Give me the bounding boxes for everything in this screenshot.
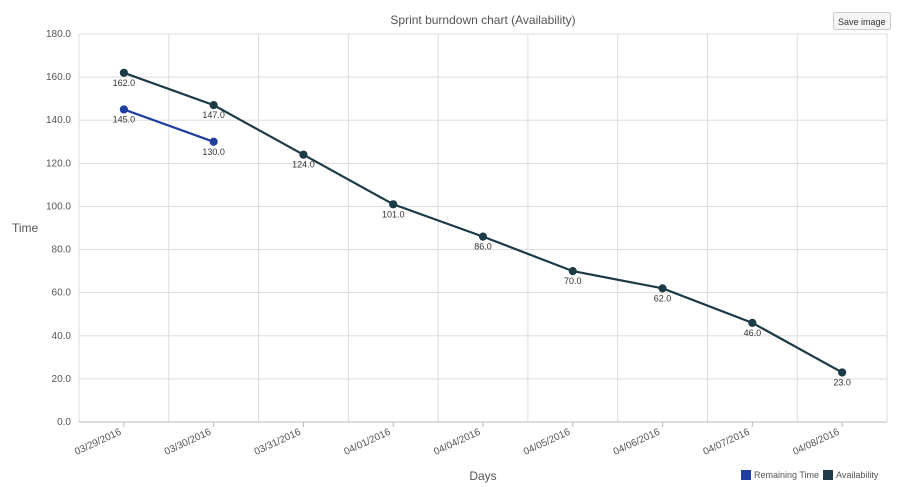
data-label-availability: 86.0 bbox=[474, 242, 492, 252]
y-tick-label: 180.0 bbox=[46, 29, 71, 40]
chart-grid bbox=[78, 33, 888, 423]
data-label-availability: 124.0 bbox=[292, 160, 315, 170]
chart-legend: Remaining Time Availability bbox=[741, 470, 882, 480]
x-tick-label: 03/29/2016 bbox=[73, 427, 123, 458]
legend-label-availability: Availability bbox=[836, 470, 879, 480]
x-tick-label: 04/01/2016 bbox=[342, 427, 392, 458]
y-axis-ticks: 0.0 20.0 40.0 60.0 80.0 100.0 120.0 140.0 160.0 1… bbox=[46, 29, 71, 428]
data-point-availability[interactable] bbox=[838, 368, 847, 377]
data-label-availability: 70.0 bbox=[564, 276, 582, 286]
legend-item-availability[interactable]: Availability bbox=[823, 470, 878, 480]
chart-title: Sprint burndown chart (Availability) bbox=[390, 13, 575, 27]
data-point-availability[interactable] bbox=[748, 318, 757, 327]
y-tick-label: 140.0 bbox=[46, 115, 71, 126]
x-tick-label: 03/31/2016 bbox=[253, 427, 303, 458]
chart-series: 162.0 147.0 124.0 101.0 86.0 70.0 62.0 46.0 23.0… bbox=[113, 68, 851, 387]
data-label-availability: 46.0 bbox=[744, 328, 762, 338]
y-axis-title: Time bbox=[12, 221, 39, 235]
series-line-remaining-time bbox=[123, 108, 215, 143]
legend-item-remaining-time[interactable]: Remaining Time bbox=[741, 470, 819, 480]
x-tick-label: 03/30/2016 bbox=[163, 427, 213, 458]
data-label-availability: 23.0 bbox=[833, 377, 851, 387]
x-tick-label: 04/08/2016 bbox=[791, 427, 841, 458]
x-tick-label: 04/07/2016 bbox=[702, 427, 752, 458]
data-label-availability: 101.0 bbox=[382, 209, 405, 219]
data-point-availability[interactable] bbox=[299, 150, 308, 159]
data-point-remaining-time[interactable] bbox=[119, 105, 128, 114]
data-point-availability[interactable] bbox=[568, 267, 577, 276]
x-axis-title: Days bbox=[469, 469, 496, 483]
series-line-availability bbox=[123, 71, 843, 374]
save-image-button[interactable]: Save image bbox=[833, 12, 891, 30]
y-tick-label: 60.0 bbox=[52, 288, 72, 299]
y-tick-label: 0.0 bbox=[57, 417, 71, 428]
legend-swatch-availability bbox=[823, 470, 834, 480]
legend-swatch-remaining-time bbox=[741, 470, 751, 480]
data-label-remaining-time: 130.0 bbox=[202, 147, 225, 157]
data-point-availability[interactable] bbox=[119, 68, 128, 77]
legend-label-remaining-time: Remaining Time bbox=[754, 470, 820, 480]
x-tick-label: 04/04/2016 bbox=[432, 427, 482, 458]
y-tick-label: 80.0 bbox=[52, 245, 72, 256]
data-point-availability[interactable] bbox=[478, 232, 488, 241]
y-tick-label: 160.0 bbox=[46, 72, 71, 83]
data-point-availability[interactable] bbox=[658, 284, 667, 293]
data-label-availability: 62.0 bbox=[654, 293, 672, 303]
x-tick-label: 04/05/2016 bbox=[522, 427, 572, 458]
data-point-availability[interactable] bbox=[209, 101, 218, 110]
x-axis-ticks: 03/29/2016 03/30/2016 03/31/2016 04/01/2016… bbox=[73, 422, 843, 458]
y-tick-label: 120.0 bbox=[46, 158, 71, 169]
data-label-availability: 147.0 bbox=[202, 110, 225, 120]
data-point-remaining-time[interactable] bbox=[209, 137, 218, 146]
x-tick-label: 04/06/2016 bbox=[612, 427, 662, 458]
data-label-remaining-time: 145.0 bbox=[113, 114, 136, 124]
y-tick-label: 40.0 bbox=[52, 331, 72, 342]
data-label-availability: 162.0 bbox=[113, 78, 136, 88]
y-tick-label: 100.0 bbox=[46, 201, 71, 212]
y-tick-label: 20.0 bbox=[52, 374, 72, 385]
data-point-availability[interactable] bbox=[389, 200, 398, 209]
